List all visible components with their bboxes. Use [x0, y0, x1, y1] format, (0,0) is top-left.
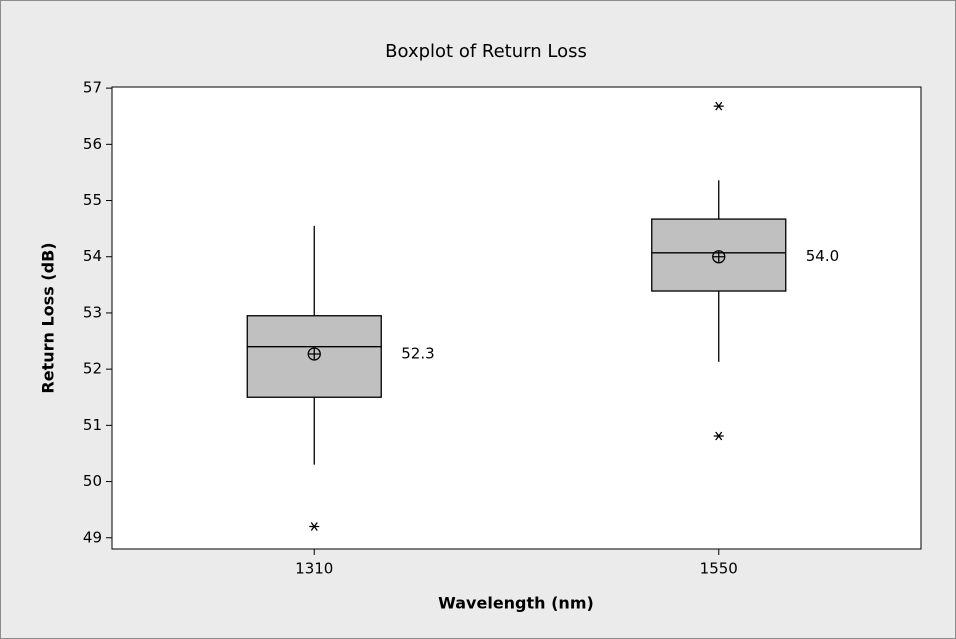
y-tick-label: 52 — [83, 360, 102, 378]
y-tick-label: 56 — [83, 135, 102, 153]
mean-label: 52.3 — [401, 344, 434, 362]
outlier — [713, 101, 724, 111]
y-tick-label: 50 — [83, 472, 102, 490]
y-tick-label: 51 — [83, 416, 102, 434]
mean-cross — [712, 250, 725, 263]
outlier — [309, 522, 320, 531]
mean-label: 54.0 — [806, 247, 839, 265]
y-tick-label: 57 — [83, 79, 102, 97]
y-tick-label: 55 — [83, 191, 102, 209]
y-tick-label: 54 — [83, 247, 102, 265]
x-tick-label: 1550 — [700, 560, 738, 578]
x-tick-label: 1310 — [295, 560, 333, 578]
x-axis-label: Wavelength (nm) — [438, 594, 594, 613]
plot-area — [111, 86, 922, 550]
y-tick-label: 53 — [83, 303, 102, 321]
chart-title: Boxplot of Return Loss — [385, 41, 587, 62]
mean-cross — [308, 347, 321, 360]
y-tick-label: 49 — [83, 528, 102, 546]
y-axis-label: Return Loss (dB) — [39, 242, 58, 393]
outlier — [713, 431, 724, 441]
